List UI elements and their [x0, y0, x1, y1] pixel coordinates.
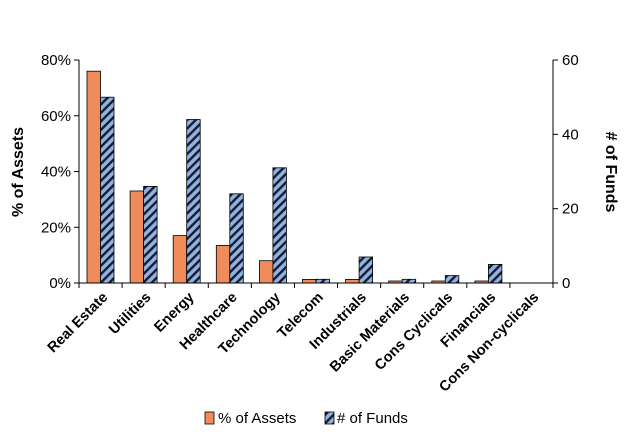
x-category-label: Utilities [106, 290, 154, 338]
bar-funds-9 [487, 263, 503, 284]
legend-swatch-funds [324, 411, 335, 425]
y2-axis-title: # of Funds [602, 132, 619, 213]
legend-swatch-assets [204, 411, 215, 425]
bar-funds-4 [272, 167, 287, 284]
bar-assets-0 [86, 70, 101, 284]
y-tick-label: 20% [41, 219, 71, 236]
bar-funds-6 [358, 256, 374, 284]
bar-assets-4 [258, 260, 274, 284]
y2-tick-label: 40 [562, 126, 579, 143]
y-tick-label: 80% [41, 52, 71, 69]
y-tick-label: 0% [49, 275, 71, 292]
legend-label-assets: % of Assets [218, 410, 296, 427]
bar-funds-3 [229, 193, 244, 284]
y2-tick-label: 60 [562, 52, 579, 69]
bar-funds-2 [186, 119, 201, 284]
bar-funds-0 [100, 96, 115, 284]
y2-tick-label: 20 [562, 201, 579, 218]
y-tick-label: 60% [41, 108, 71, 125]
legend: % of Assets # of Funds [204, 410, 408, 427]
bar-funds-5 [315, 278, 330, 284]
y2-tick-label: 0 [562, 275, 570, 292]
bar-assets-6 [345, 278, 360, 284]
x-category-label: Cons Cyclicals [372, 290, 456, 374]
x-category-label: Basic Materials [327, 290, 413, 376]
y-tick-label: 40% [41, 164, 71, 181]
bar-funds-1 [143, 185, 158, 284]
plot-area: 0% 20% 40% 60% 80% 0 20 40 60 Real EstateUtilitie… [41, 52, 579, 395]
y-axis-title: % of Assets [10, 127, 27, 217]
bar-funds-8 [444, 275, 460, 284]
bar-assets-3 [215, 244, 231, 284]
bar-funds-7 [401, 278, 417, 284]
bar-assets-1 [129, 190, 145, 284]
x-category-label: Real Estate [45, 290, 112, 357]
bar-assets-2 [172, 235, 188, 284]
bar-assets-5 [302, 278, 317, 284]
legend-label-funds: # of Funds [337, 410, 408, 427]
